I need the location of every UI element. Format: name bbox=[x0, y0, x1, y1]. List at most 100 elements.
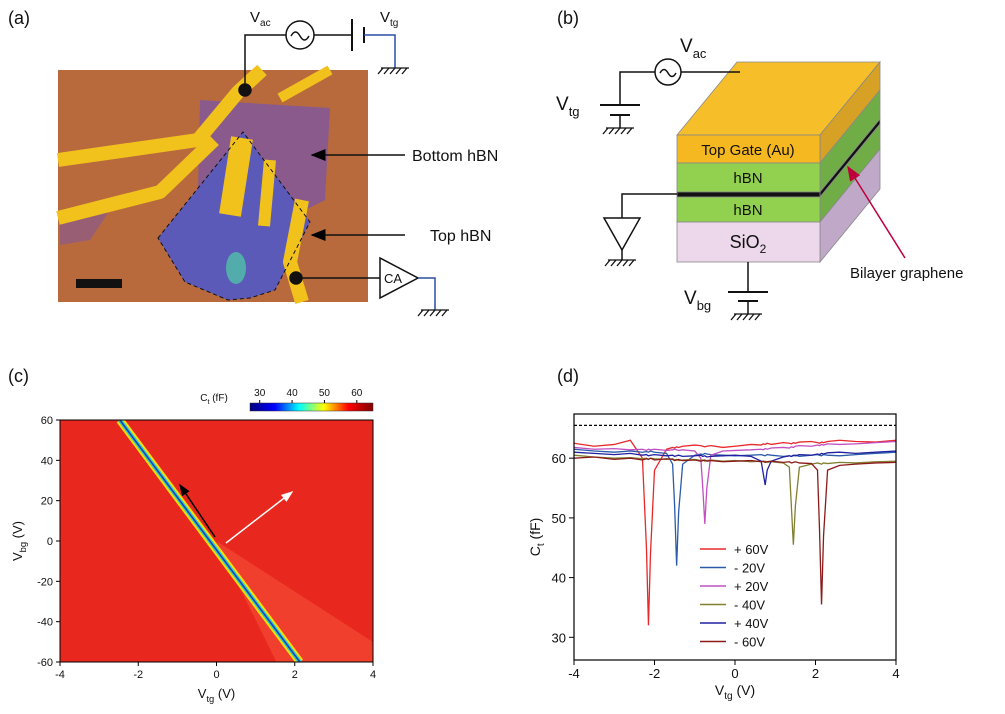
subscript: tg bbox=[569, 104, 580, 119]
ground-hatch bbox=[430, 310, 435, 316]
ground-hatch bbox=[609, 128, 614, 134]
layer-label: hBN bbox=[733, 202, 762, 219]
subscript: bg bbox=[697, 298, 711, 313]
ground-hatch bbox=[737, 314, 742, 320]
axis-label: Vbg (V) bbox=[10, 521, 28, 561]
ground bbox=[731, 314, 762, 320]
micrograph bbox=[58, 70, 368, 302]
ground-hatch bbox=[378, 68, 383, 74]
x-tick-label: 0 bbox=[213, 669, 219, 681]
label-part: (fF) bbox=[527, 518, 543, 544]
callout: Bottom hBN bbox=[412, 148, 498, 165]
ground-hatch bbox=[436, 310, 441, 316]
graphene-label: Bilayer graphene bbox=[850, 265, 963, 282]
symbol: V bbox=[680, 36, 693, 57]
label-part: V bbox=[10, 552, 25, 561]
y-tick-label: 40 bbox=[41, 455, 53, 467]
symbol: V bbox=[684, 288, 697, 309]
v-ac-label: Vac bbox=[680, 36, 707, 61]
panel-label: (b) bbox=[557, 8, 579, 28]
symbol: V bbox=[380, 9, 390, 26]
amplifier-label: CA bbox=[384, 271, 402, 286]
legend-label: - 60V bbox=[734, 635, 765, 650]
ground-hatch bbox=[617, 260, 622, 266]
ground-hatch bbox=[627, 128, 632, 134]
ground-hatch bbox=[605, 260, 610, 266]
subscript: tg bbox=[206, 694, 214, 704]
ground-hatch bbox=[390, 68, 395, 74]
y-tick-label: 0 bbox=[47, 536, 53, 548]
axis-label: Vtg (V) bbox=[198, 686, 235, 704]
ground bbox=[605, 260, 636, 266]
ground-hatch bbox=[442, 310, 447, 316]
x-tick-label: 0 bbox=[731, 666, 738, 681]
panel-label: (a) bbox=[8, 8, 30, 28]
x-tick-label: -2 bbox=[649, 666, 661, 681]
label-part: C bbox=[527, 546, 543, 556]
x-tick-label: 4 bbox=[892, 666, 899, 681]
y-tick-label: 20 bbox=[41, 496, 53, 508]
colorbar bbox=[250, 403, 373, 411]
ground-hatch bbox=[396, 68, 401, 74]
panel-label: (d) bbox=[557, 366, 579, 386]
ground-hatch bbox=[611, 260, 616, 266]
v-tg-label: Vtg bbox=[380, 9, 398, 29]
v-ac-label: Vac bbox=[250, 9, 271, 29]
subscript: tg bbox=[724, 691, 732, 702]
v-bg-label: Vbg bbox=[684, 288, 711, 313]
figure: (a) (b) (c) (d) Vac bbox=[0, 0, 1005, 714]
ground bbox=[418, 310, 449, 316]
ground-hatch bbox=[615, 128, 620, 134]
colorbar-tick-label: 50 bbox=[319, 388, 331, 399]
ground bbox=[378, 68, 409, 74]
symbol: V bbox=[250, 9, 260, 26]
colorbar-tick-label: 60 bbox=[351, 388, 363, 399]
ground-hatch bbox=[749, 314, 754, 320]
label-part: (V) bbox=[214, 686, 235, 701]
x-tick-label: 2 bbox=[292, 669, 298, 681]
ground-hatch bbox=[731, 314, 736, 320]
ground-hatch bbox=[384, 68, 389, 74]
subscript: ac bbox=[693, 46, 707, 61]
panel-label: (c) bbox=[8, 366, 29, 386]
ground-hatch bbox=[621, 128, 626, 134]
ground-hatch bbox=[743, 314, 748, 320]
callout: Top hBN bbox=[430, 228, 491, 245]
subscript: tg bbox=[390, 18, 398, 29]
layer-label: Top Gate (Au) bbox=[701, 142, 794, 159]
label-part: (V) bbox=[10, 521, 25, 542]
colorbar-tick-label: 30 bbox=[254, 388, 266, 399]
x-tick-label: -2 bbox=[133, 669, 143, 681]
ground-hatch bbox=[755, 314, 760, 320]
y-tick-label: -60 bbox=[37, 657, 53, 669]
y-tick-label: 60 bbox=[552, 451, 566, 466]
ground-hatch bbox=[424, 310, 429, 316]
x-tick-label: -4 bbox=[55, 669, 65, 681]
ground-hatch bbox=[629, 260, 634, 266]
colorbar-tick-label: 40 bbox=[287, 388, 299, 399]
layer-label: hBN bbox=[733, 170, 762, 187]
label-part: (fF) bbox=[209, 393, 227, 404]
legend-label: + 40V bbox=[734, 616, 769, 631]
y-tick-label: 30 bbox=[552, 630, 566, 645]
symbol: V bbox=[556, 94, 569, 115]
v-tg-label: Vtg bbox=[556, 94, 580, 119]
y-tick-label: 40 bbox=[552, 571, 566, 586]
label-part: (V) bbox=[733, 682, 756, 698]
subscript: bg bbox=[18, 542, 28, 552]
x-tick-label: 2 bbox=[812, 666, 819, 681]
legend-label: - 40V bbox=[734, 598, 765, 613]
label-part: C bbox=[200, 393, 207, 404]
axis-label: Ct (fF) bbox=[527, 518, 547, 557]
axis-label: Ct (fF) bbox=[200, 393, 228, 406]
legend-label: - 20V bbox=[734, 561, 765, 576]
ground-hatch bbox=[623, 260, 628, 266]
legend-label: + 20V bbox=[734, 579, 769, 594]
subscript: 2 bbox=[760, 242, 767, 256]
y-tick-label: -40 bbox=[37, 617, 53, 629]
y-tick-label: 50 bbox=[552, 511, 566, 526]
subscript: ac bbox=[260, 18, 271, 29]
x-tick-label: -4 bbox=[568, 666, 580, 681]
x-tick-label: 4 bbox=[370, 669, 376, 681]
y-tick-label: -20 bbox=[37, 576, 53, 588]
